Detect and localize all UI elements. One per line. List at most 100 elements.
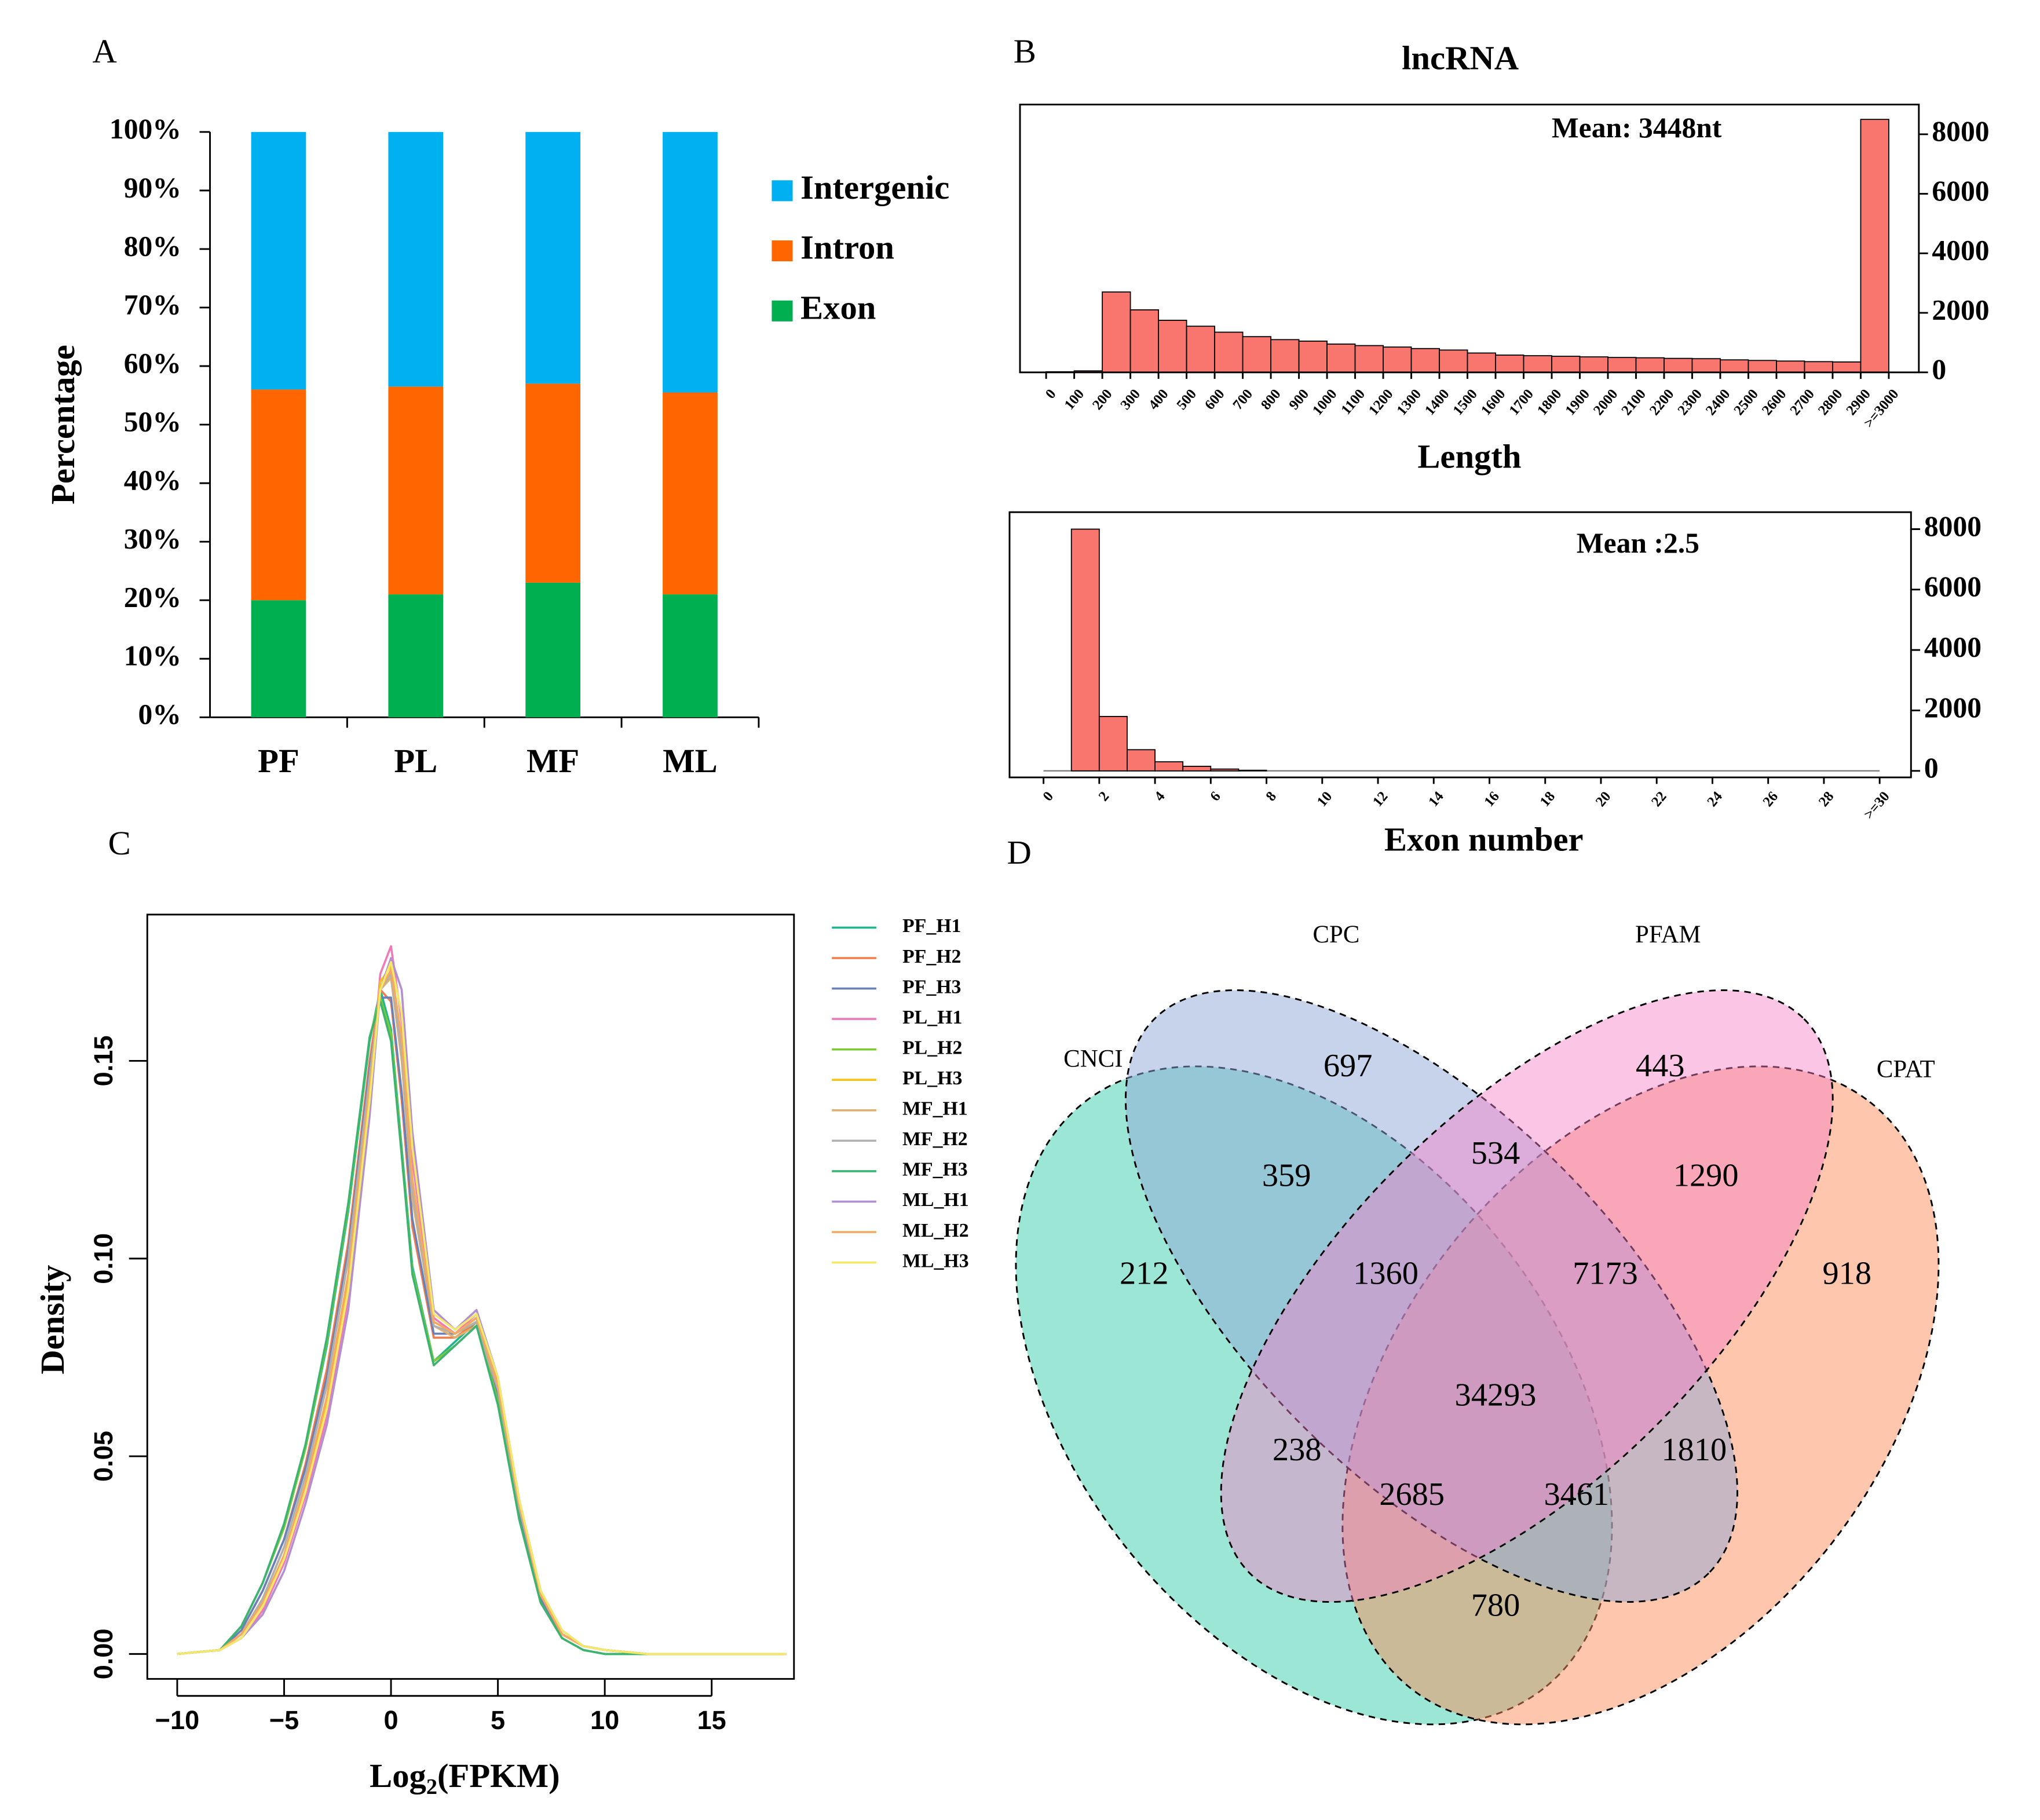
bar-segment (663, 392, 718, 595)
region-count: 7173 (1573, 1256, 1638, 1292)
legend-label: MF_H2 (902, 1128, 968, 1150)
x-axis-label: Exon number (1384, 820, 1584, 858)
x-tick-label: 5 (491, 1705, 505, 1735)
histogram-bar (1467, 352, 1496, 373)
y-axis-label: Density (34, 1265, 71, 1375)
x-axis-label-base: Log (370, 1757, 426, 1795)
x-tick-label: 0 (384, 1705, 399, 1735)
y-tick-label: 8000 (1932, 115, 1989, 147)
y-tick-label: 90% (124, 171, 181, 203)
y-tick-label: 2000 (1924, 692, 1981, 723)
y-tick-label: 2000 (1932, 294, 1989, 326)
bar-segment (663, 594, 718, 718)
legend-label: MF_H1 (902, 1098, 968, 1120)
region-count: 34293 (1455, 1377, 1537, 1413)
bar-segment (388, 131, 444, 387)
bar-segment (525, 131, 581, 384)
histogram-bar (1127, 749, 1156, 772)
x-tick-label: 10 (590, 1705, 619, 1735)
density-line (177, 961, 787, 1655)
y-tick-label: 20% (124, 582, 181, 613)
region-count: 1290 (1673, 1157, 1739, 1193)
legend-label: Intergenic (800, 169, 949, 206)
histogram-bar (1129, 309, 1159, 373)
histogram-bar (1832, 361, 1862, 373)
y-tick-label: 10% (124, 640, 181, 672)
legend-label: ML_H3 (902, 1250, 969, 1271)
plot-frame (146, 913, 795, 1680)
legend-label: PF_H2 (902, 946, 961, 967)
histogram-bar (1691, 358, 1721, 373)
region-count: 1810 (1661, 1432, 1727, 1468)
bar-segment (525, 582, 581, 718)
histogram-bar (1154, 761, 1184, 772)
bar-segment (663, 131, 718, 393)
histogram-bar (1410, 348, 1440, 373)
x-tick-label: −5 (269, 1705, 299, 1735)
x-axis-label-sub: 2 (426, 1775, 437, 1799)
histogram-bar (1664, 357, 1693, 373)
y-tick-label: 4000 (1924, 631, 1981, 663)
histogram-bar (1354, 345, 1384, 373)
x-axis-label: Length (1417, 437, 1521, 475)
histogram-bar (1551, 356, 1581, 373)
legend-label: PF_H1 (902, 915, 961, 937)
legend-swatch (772, 300, 793, 321)
venn-set-cpc (1125, 989, 1738, 1603)
histogram-bar (1242, 336, 1271, 373)
histogram-bar (1326, 343, 1356, 373)
region-count: 697 (1324, 1048, 1373, 1084)
region-count: 238 (1273, 1432, 1322, 1468)
y-axis-label: Percentage (44, 345, 82, 505)
histogram-bar (1182, 766, 1212, 772)
histogram-bar (1523, 355, 1552, 373)
density-line (177, 1000, 787, 1655)
y-tick-label: 60% (124, 347, 181, 379)
bar-segment (251, 389, 306, 601)
y-tick-label: 50% (124, 405, 181, 437)
histogram-bar (1102, 291, 1131, 373)
venn-shapes (1015, 989, 1940, 1726)
histogram-bar (1607, 357, 1637, 373)
legend-label: MF_H3 (902, 1159, 968, 1181)
histogram-bar (1776, 360, 1805, 373)
panel-label: A (93, 32, 117, 70)
histogram-bar (1210, 768, 1240, 772)
x-tick-label: −10 (155, 1705, 200, 1735)
venn-set-pfam (1220, 989, 1834, 1603)
legend-label: PF_H3 (902, 976, 961, 997)
histogram-bar (1860, 119, 1889, 373)
x-tick-label: PL (394, 742, 437, 780)
y-tick-label: 40% (124, 464, 181, 496)
histogram-bar (1270, 339, 1300, 373)
histogram-bar (1098, 715, 1128, 772)
region-count: 2685 (1379, 1477, 1445, 1512)
region-count: 443 (1636, 1048, 1685, 1084)
legend-label: PL_H1 (902, 1007, 962, 1028)
legend-label: PL_H2 (902, 1037, 962, 1058)
y-tick-label: 0.10 (89, 1233, 118, 1284)
y-tick-label: 0.15 (89, 1036, 118, 1087)
x-tick-label: PF (258, 742, 299, 780)
y-tick-label: 100% (109, 113, 181, 145)
y-tick-label: 6000 (1924, 571, 1981, 602)
set-label: PFAM (1635, 921, 1701, 948)
region-count: 359 (1262, 1157, 1311, 1193)
legend-swatch (772, 240, 793, 262)
y-tick-label: 0 (1924, 752, 1939, 784)
y-tick-label: 70% (124, 288, 181, 320)
legend-label: ML_H1 (902, 1189, 969, 1211)
panel-label: D (1007, 834, 1031, 871)
histogram-bar (1070, 528, 1100, 772)
bar-segment (388, 594, 444, 718)
legend-label: Intron (800, 229, 894, 266)
region-count: 918 (1822, 1256, 1871, 1292)
y-tick-label: 0.00 (89, 1628, 118, 1679)
plot-frame (1019, 103, 1920, 374)
region-count: 534 (1471, 1135, 1520, 1171)
bar-segment (251, 600, 306, 718)
region-count: 212 (1120, 1256, 1169, 1292)
region-count: 780 (1471, 1588, 1520, 1624)
histogram-bar (1214, 331, 1244, 373)
legend-label: ML_H2 (902, 1220, 969, 1241)
